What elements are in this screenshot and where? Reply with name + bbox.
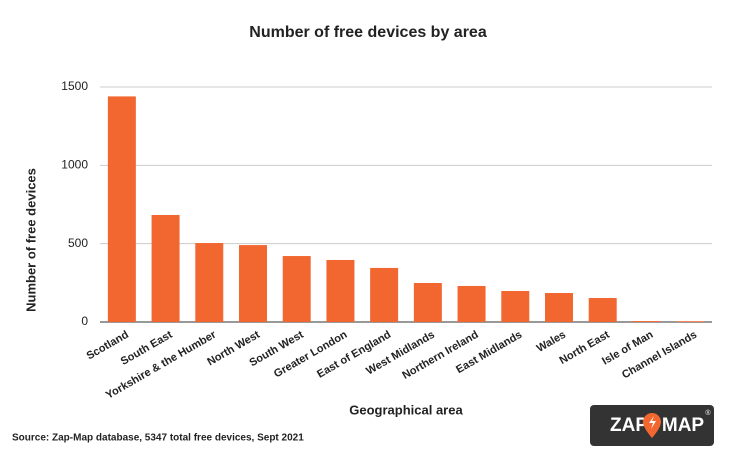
bar	[282, 256, 311, 322]
y-axis-label: Number of free devices	[23, 168, 38, 312]
bar	[151, 214, 180, 322]
bar	[107, 96, 136, 323]
bar	[326, 259, 355, 322]
logo-text: ZAP	[610, 415, 648, 436]
bar	[457, 285, 486, 322]
x-tick-label: East of England	[315, 329, 393, 381]
y-tick-label: 1000	[61, 158, 88, 172]
x-tick-label: Northern Ireland	[400, 329, 480, 382]
bar	[370, 267, 399, 322]
bar	[195, 243, 224, 322]
logo-pin	[643, 413, 661, 438]
logo-bolt	[649, 416, 656, 429]
bar	[588, 298, 617, 322]
x-tick-label: Greater London	[272, 329, 350, 381]
bar	[239, 245, 267, 322]
bar	[413, 282, 442, 322]
x-axis-label: Geographical area	[349, 402, 463, 417]
logo-text: MAP	[662, 415, 705, 436]
y-tick-label: 500	[68, 236, 88, 250]
bar	[632, 321, 661, 322]
source-note: Source: Zap-Map database, 5347 total fre…	[12, 433, 304, 444]
bar	[545, 293, 573, 322]
y-tick-label: 0	[81, 314, 88, 328]
logo: ZAP MAP ®	[590, 405, 714, 446]
logo-mark: ®	[705, 409, 711, 417]
x-tick-label: Wales	[535, 329, 568, 355]
bar	[676, 321, 705, 322]
y-tick-label: 1500	[61, 79, 88, 93]
x-tick-label: Channel Islands	[620, 329, 699, 382]
bar	[501, 290, 530, 322]
chart-title: Number of free devices by area	[249, 24, 487, 41]
